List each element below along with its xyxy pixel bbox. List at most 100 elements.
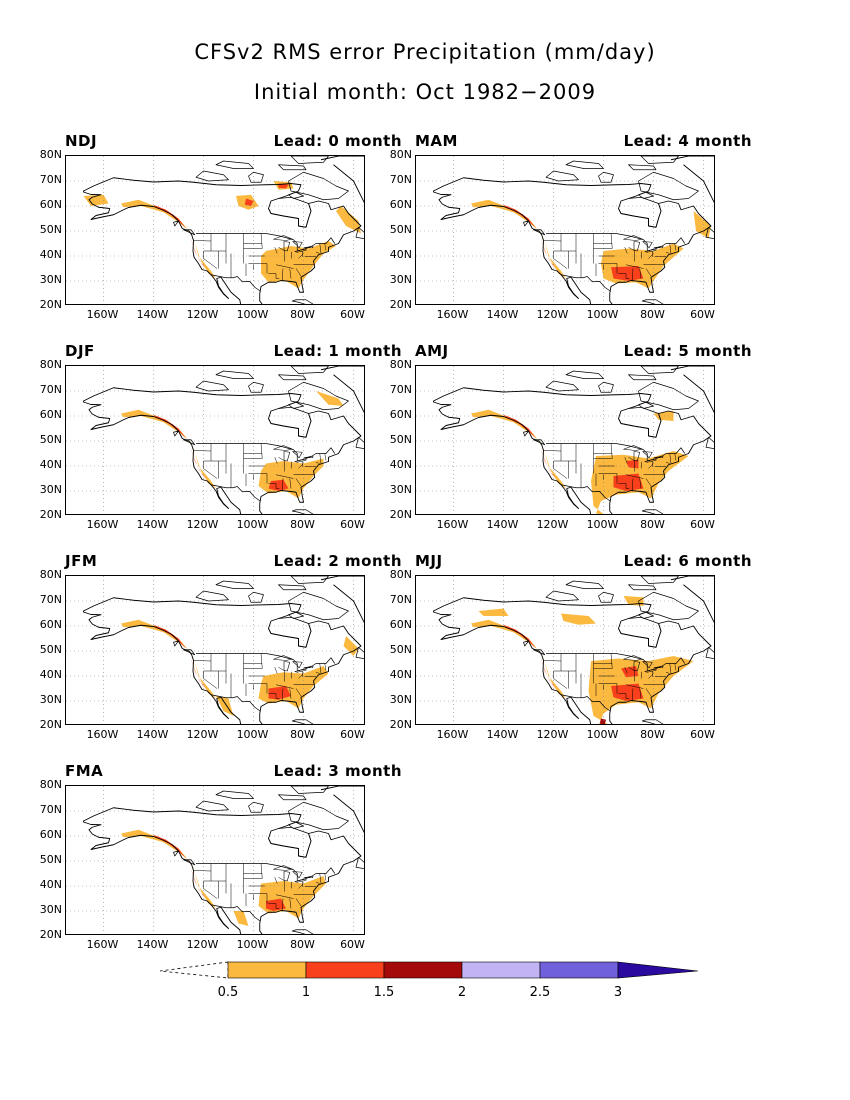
island-coast bbox=[523, 640, 529, 647]
precip-error-shading bbox=[611, 683, 644, 701]
state-boundary bbox=[193, 660, 212, 662]
lon-tick-label: 80W bbox=[290, 518, 315, 531]
state-boundary bbox=[553, 671, 568, 689]
state-boundary bbox=[278, 877, 285, 882]
lat-tick-label: 80N bbox=[39, 568, 62, 581]
great-lake bbox=[623, 445, 643, 451]
lat-tick-label: 60N bbox=[39, 828, 62, 841]
lat-tick-label: 60N bbox=[389, 408, 412, 421]
great-lake bbox=[283, 871, 291, 882]
state-boundary bbox=[319, 873, 322, 884]
island-coast bbox=[638, 191, 654, 199]
state-boundary bbox=[315, 252, 320, 254]
state-boundary bbox=[295, 268, 302, 277]
panel-lead-label: Lead: 4 month bbox=[623, 132, 752, 150]
state-boundary bbox=[645, 268, 652, 277]
panel-season-label: AMJ bbox=[415, 342, 449, 360]
map-area bbox=[415, 155, 715, 305]
island-coast bbox=[288, 591, 349, 621]
lat-tick-label: 70N bbox=[389, 593, 412, 606]
lon-tick-label: 160W bbox=[86, 938, 119, 951]
lon-tick-label: 160W bbox=[436, 518, 469, 531]
state-boundary bbox=[282, 898, 284, 911]
figure-title: CFSv2 RMS error Precipitation (mm/day) bbox=[194, 40, 656, 64]
panel-lead-label: Lead: 2 month bbox=[273, 552, 402, 570]
panel-season-label: DJF bbox=[65, 342, 95, 360]
state-boundary bbox=[610, 233, 613, 249]
lon-tick-label: 60W bbox=[690, 518, 715, 531]
hudson-bay-coast bbox=[268, 616, 312, 648]
state-boundary bbox=[319, 663, 322, 674]
us-canada-border bbox=[546, 233, 686, 252]
lat-tick-label: 70N bbox=[39, 383, 62, 396]
map-panel-ndj: NDJ Lead: 0 month 80N 70N 60N 50N 40N 30N 20N 160… bbox=[30, 132, 402, 340]
precip-error-shading bbox=[153, 414, 186, 439]
island-coast bbox=[195, 380, 229, 392]
state-boundary bbox=[628, 457, 635, 462]
island-coast bbox=[288, 171, 349, 201]
state-boundary bbox=[553, 461, 568, 479]
lat-tick-label: 50N bbox=[39, 223, 62, 236]
lat-tick-label: 50N bbox=[39, 643, 62, 656]
great-lake bbox=[292, 871, 303, 879]
state-boundary bbox=[610, 653, 613, 669]
island-coast bbox=[173, 220, 179, 227]
lat-tick-label: 40N bbox=[39, 668, 62, 681]
lon-tick-label: 100W bbox=[236, 728, 269, 741]
island-coast bbox=[705, 226, 714, 240]
precip-error-shading bbox=[478, 608, 509, 616]
island-coast bbox=[173, 850, 179, 857]
lon-tick-label: 120W bbox=[186, 308, 219, 321]
island-coast bbox=[290, 366, 329, 374]
lat-tick-label: 30N bbox=[39, 693, 62, 706]
lat-tick-label: 20N bbox=[389, 718, 412, 731]
great-lake bbox=[294, 878, 307, 883]
state-boundary bbox=[315, 672, 320, 674]
precip-error-shading bbox=[153, 204, 186, 229]
precip-error-shading bbox=[121, 619, 216, 699]
precip-error-shading bbox=[233, 911, 249, 926]
lat-tick-label: 60N bbox=[39, 618, 62, 631]
colorbar: 0.5 1 1.5 2 2.5 3 bbox=[150, 955, 710, 1005]
precip-error-shading bbox=[121, 829, 216, 909]
great-lake bbox=[283, 451, 291, 462]
lon-tick-label: 140W bbox=[136, 728, 169, 741]
state-boundary bbox=[625, 273, 630, 279]
state-boundary bbox=[665, 672, 670, 674]
lon-tick-label: 80W bbox=[640, 308, 665, 321]
island-coast bbox=[288, 611, 304, 619]
island-coast bbox=[291, 299, 314, 304]
lat-tick-label: 30N bbox=[39, 273, 62, 286]
great-lake bbox=[283, 241, 291, 252]
lat-tick-label: 20N bbox=[389, 508, 412, 521]
figure-subtitle: Initial month: Oct 1982−2009 bbox=[253, 80, 597, 104]
lat-tick-label: 70N bbox=[39, 593, 62, 606]
precip-error-shading bbox=[613, 473, 644, 491]
state-boundary bbox=[632, 268, 634, 281]
state-boundary bbox=[274, 877, 278, 884]
great-lake bbox=[294, 458, 307, 463]
lat-tick-label: 60N bbox=[389, 198, 412, 211]
lon-tick-label: 160W bbox=[86, 728, 119, 741]
island-coast bbox=[248, 591, 264, 603]
precip-error-shading bbox=[83, 194, 109, 206]
state-boundary bbox=[624, 247, 628, 254]
lat-tick-label: 40N bbox=[389, 668, 412, 681]
island-coast bbox=[641, 509, 664, 514]
precip-error-shading bbox=[503, 204, 536, 229]
map-area bbox=[65, 365, 365, 515]
state-boundary bbox=[648, 673, 654, 679]
state-boundary bbox=[298, 883, 304, 889]
panel-season-label: MJJ bbox=[415, 552, 443, 570]
precip-error-shading bbox=[244, 198, 254, 206]
panel-lead-label: Lead: 5 month bbox=[623, 342, 752, 360]
lat-tick-label: 50N bbox=[39, 433, 62, 446]
us-mexico-border bbox=[560, 484, 611, 502]
state-boundary bbox=[260, 233, 263, 249]
colorbar-swatch bbox=[227, 961, 307, 979]
colorbar-tick-label: 1 bbox=[301, 985, 311, 1000]
precip-error-shading bbox=[121, 199, 216, 279]
island-coast bbox=[523, 220, 529, 227]
state-boundary bbox=[639, 688, 642, 699]
lat-tick-label: 80N bbox=[389, 148, 412, 161]
